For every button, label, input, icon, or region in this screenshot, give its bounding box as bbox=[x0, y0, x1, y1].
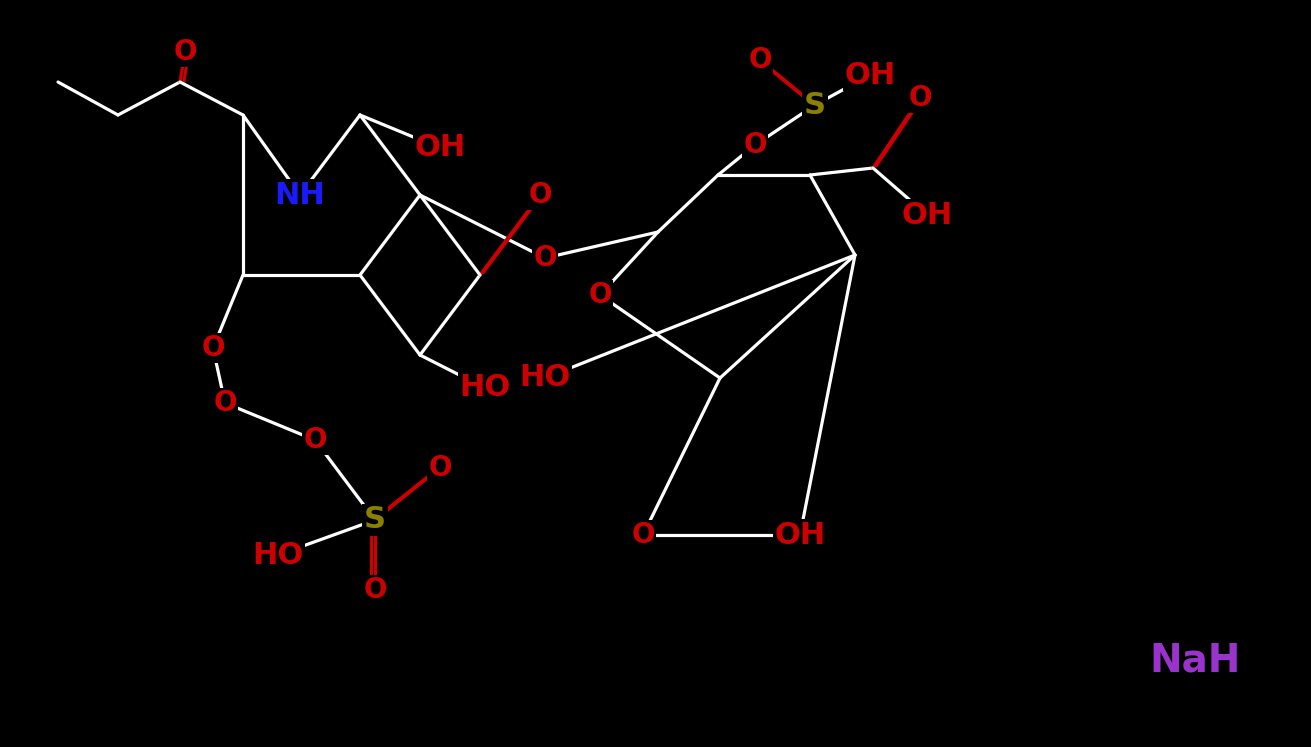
Text: O: O bbox=[534, 244, 557, 272]
Text: O: O bbox=[303, 426, 326, 454]
Text: HO: HO bbox=[519, 364, 570, 392]
Text: O: O bbox=[909, 84, 932, 112]
Text: OH: OH bbox=[414, 134, 465, 163]
Text: HO: HO bbox=[459, 374, 510, 403]
Text: NH: NH bbox=[274, 181, 325, 209]
Text: O: O bbox=[589, 281, 612, 309]
Text: O: O bbox=[173, 38, 197, 66]
Text: O: O bbox=[528, 181, 552, 209]
Text: S: S bbox=[364, 506, 385, 535]
Text: O: O bbox=[429, 454, 452, 482]
Text: O: O bbox=[214, 389, 237, 417]
Text: S: S bbox=[804, 90, 826, 120]
Text: HO: HO bbox=[253, 541, 304, 569]
Text: O: O bbox=[363, 576, 387, 604]
Text: O: O bbox=[202, 334, 224, 362]
Text: O: O bbox=[632, 521, 654, 549]
Text: OH: OH bbox=[844, 61, 895, 90]
Text: O: O bbox=[749, 46, 772, 74]
Text: OH: OH bbox=[775, 521, 826, 550]
Text: OH: OH bbox=[902, 200, 953, 229]
Text: O: O bbox=[743, 131, 767, 159]
Text: NaH: NaH bbox=[1150, 641, 1240, 679]
